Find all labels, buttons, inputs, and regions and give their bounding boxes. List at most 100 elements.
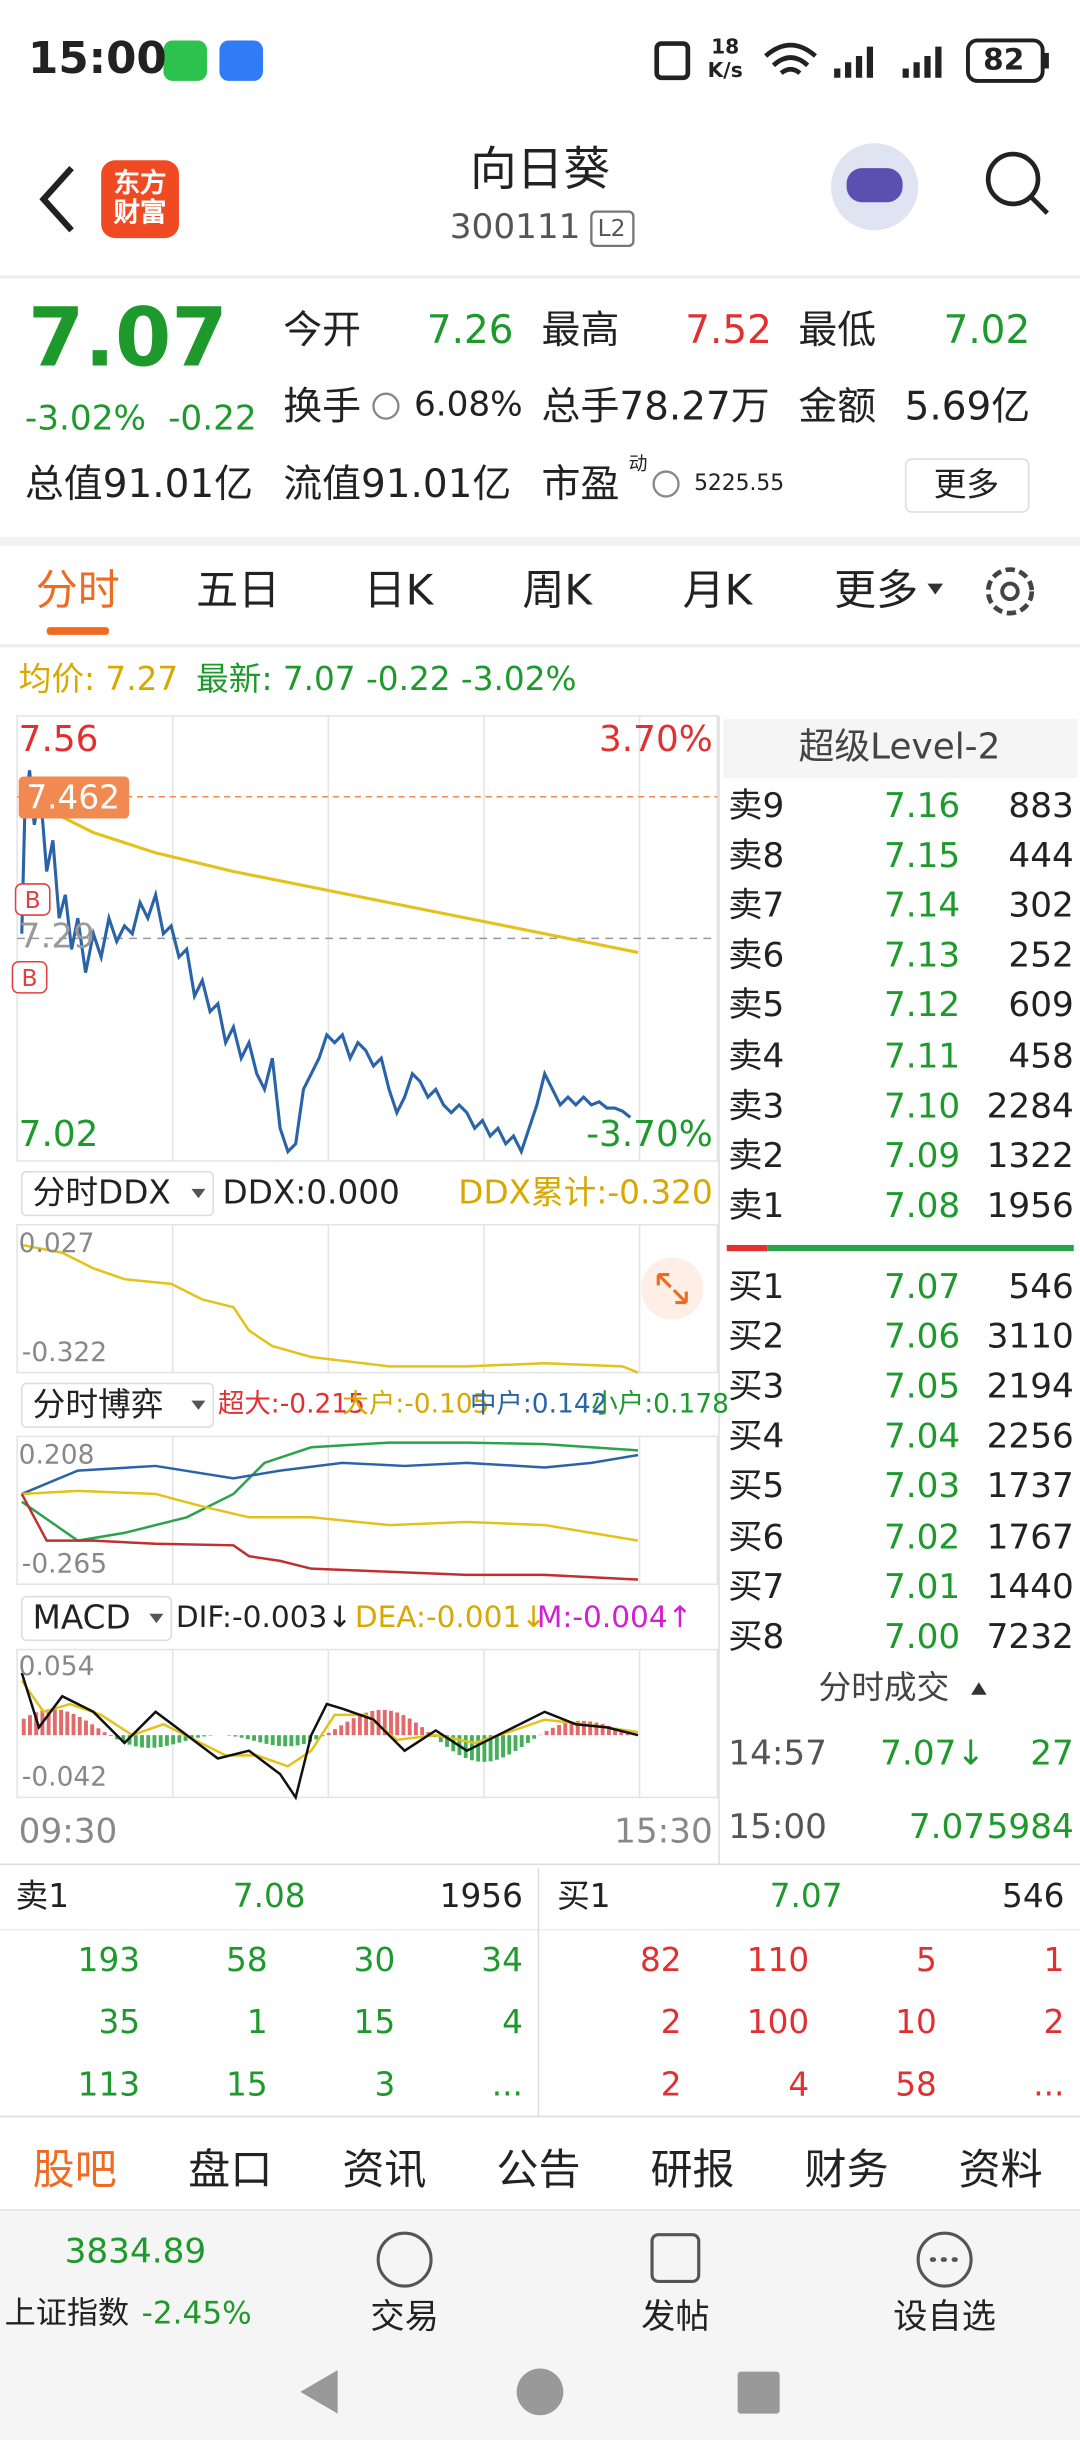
bottom-tab[interactable]: 研报	[650, 2146, 735, 2196]
macd-bar	[407, 1718, 412, 1736]
queue-order: 110	[746, 1941, 810, 1979]
queue-label: 卖1	[15, 1877, 70, 1915]
macd-bar	[59, 1709, 64, 1736]
bottom-tab[interactable]: 资讯	[342, 2146, 427, 2196]
tab[interactable]: 五日	[196, 567, 281, 616]
queue-price: 7.08	[232, 1877, 306, 1915]
bottom-tab[interactable]: 股吧	[32, 2146, 117, 2196]
selector[interactable]: 分时博弈	[32, 1385, 164, 1424]
back-button[interactable]	[39, 165, 74, 233]
queue-price: 7.07	[769, 1877, 843, 1915]
caret	[191, 1188, 206, 1199]
ask-label: 卖8	[728, 837, 785, 877]
battery	[966, 38, 1045, 83]
expand-button[interactable]	[641, 1257, 704, 1320]
bid-label: 买7	[728, 1568, 785, 1607]
game-line	[21, 1453, 639, 1496]
macd-bar	[482, 1735, 487, 1762]
stock-name: 向日葵	[469, 143, 611, 198]
macd-bar	[413, 1722, 418, 1736]
bid-price: 7.04	[883, 1418, 961, 1458]
selector-box[interactable]	[21, 1595, 172, 1642]
selector[interactable]: 分时DDX	[32, 1174, 171, 1212]
queue-volume: 1956	[439, 1877, 523, 1915]
indicator: DDX累计:-0.320	[458, 1174, 713, 1212]
level-badge	[590, 210, 635, 248]
indicator: DDX:0.000	[222, 1174, 400, 1212]
bottom-tab[interactable]: 盘口	[188, 2146, 273, 2196]
selector-box[interactable]	[21, 1382, 214, 1428]
buy-marker	[11, 960, 48, 994]
post-icon[interactable]	[650, 2233, 701, 2283]
nav-back[interactable]	[300, 2370, 338, 2414]
macd-bar	[34, 1712, 39, 1736]
settings-icon[interactable]	[985, 567, 1035, 616]
ask-label: 卖7	[728, 887, 785, 927]
trade-icon[interactable]	[376, 2231, 433, 2288]
queue-order: 30	[353, 1941, 396, 1979]
price-line	[20, 770, 632, 1156]
index-change: -2.45%	[141, 2293, 252, 2332]
more-button[interactable]	[904, 458, 1030, 513]
tab[interactable]: 月K	[682, 567, 753, 616]
logo-text: 东方财富	[113, 168, 167, 229]
tab[interactable]: 日K	[363, 567, 434, 616]
macd-bar	[301, 1735, 306, 1744]
tab-underline	[46, 627, 109, 635]
marker-label: 7.462	[26, 778, 120, 817]
trades-title: 分时成交	[818, 1669, 950, 1707]
field-label: 金额	[798, 383, 877, 429]
axis-label: 0.208	[18, 1440, 95, 1472]
bottom-tab[interactable]: 公告	[496, 2146, 581, 2196]
search-icon[interactable]	[985, 151, 1041, 207]
macd-bar	[582, 1720, 586, 1736]
selector-box[interactable]	[21, 1171, 214, 1217]
macd-bar	[320, 1735, 325, 1737]
ask-volume: 883	[1008, 787, 1074, 827]
footer-action[interactable]: 交易	[370, 2298, 439, 2338]
macd-bar	[389, 1710, 393, 1736]
footer-action[interactable]: 设自选	[893, 2298, 996, 2338]
bottom-tab[interactable]: 资料	[958, 2146, 1043, 2196]
bid-volume: 546	[1008, 1268, 1074, 1308]
macd-bar	[283, 1735, 288, 1747]
field-label: 最高	[541, 307, 620, 353]
avg-line	[20, 792, 639, 954]
latest-price: 最新: 7.07 -0.22 -3.02%	[196, 660, 577, 698]
macd-bars	[21, 1709, 636, 1762]
tab[interactable]: 周K	[522, 567, 592, 616]
info-icon	[652, 470, 680, 498]
bottom-tab[interactable]: 财务	[804, 2146, 889, 2196]
field-label: 市盈	[541, 461, 620, 507]
macd-bar	[594, 1722, 599, 1736]
axis-label: -0.265	[21, 1549, 108, 1581]
ask-volume: 302	[1008, 887, 1074, 927]
nav-recent[interactable]	[737, 2371, 780, 2414]
tab[interactable]: 更多	[834, 567, 919, 616]
bid-price: 7.03	[883, 1468, 961, 1508]
field-value: 6.08%	[413, 385, 523, 425]
macd-bar	[513, 1735, 518, 1751]
macd-bar	[164, 1735, 169, 1746]
tab[interactable]: 分时	[35, 567, 120, 616]
index-name: 上证指数	[4, 2293, 130, 2332]
bid-price: 7.02	[883, 1518, 961, 1557]
bid-price: 7.00	[883, 1617, 961, 1657]
selector[interactable]: MACD	[32, 1598, 131, 1637]
nav-home[interactable]	[516, 2368, 564, 2416]
watch-icon[interactable]	[916, 2231, 973, 2288]
footer-action[interactable]: 发帖	[641, 2298, 710, 2338]
field-value: 5225.55	[694, 471, 785, 497]
macd-bar	[395, 1712, 400, 1736]
ask-label: 卖9	[728, 787, 785, 827]
axis-label: -0.042	[21, 1762, 108, 1794]
ask-price: 7.11	[883, 1037, 961, 1077]
app-icon	[219, 40, 263, 81]
macd-bar	[264, 1735, 269, 1744]
more-button[interactable]: 更多	[933, 466, 1000, 504]
trade-volume: 27	[1030, 1735, 1074, 1775]
ask-label: 卖4	[728, 1037, 785, 1077]
macd-bar	[532, 1735, 537, 1739]
bid-volume: 2194	[986, 1368, 1074, 1408]
